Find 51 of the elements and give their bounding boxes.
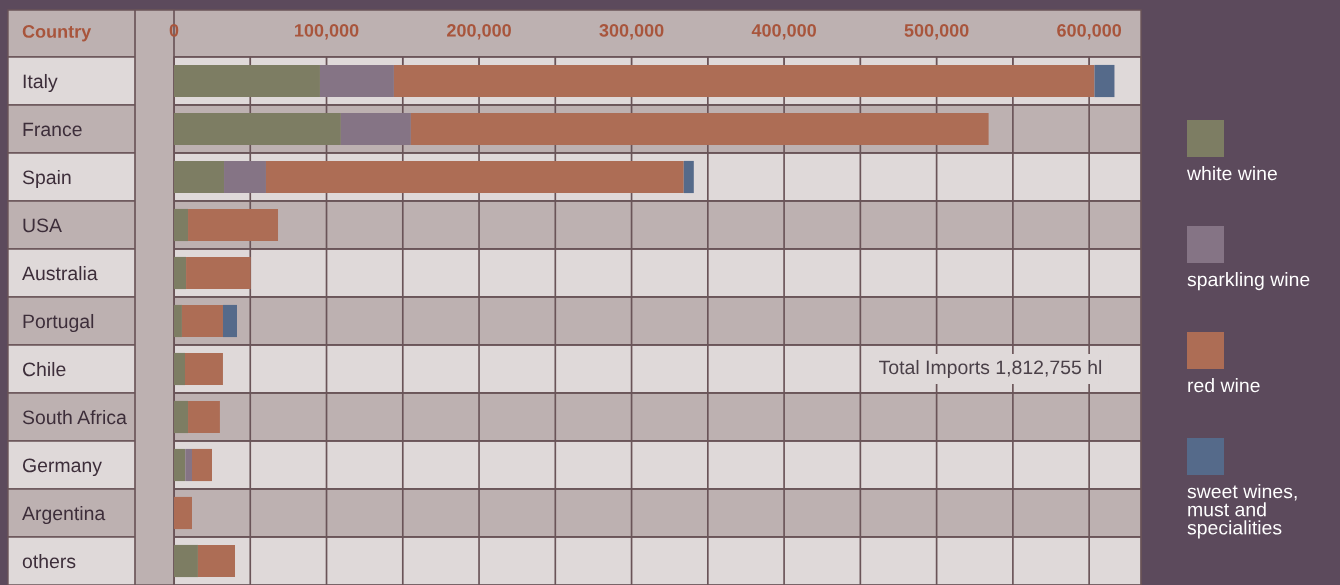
- y-tick-label: Portugal: [23, 313, 94, 333]
- bar: [174, 208, 189, 242]
- bar: [181, 304, 223, 338]
- bar: [174, 160, 225, 194]
- y-tick-label: South Africa: [22, 409, 127, 425]
- bar: [222, 304, 237, 338]
- bar: [174, 352, 185, 386]
- bar: [340, 112, 411, 146]
- bar: [319, 64, 394, 98]
- x-tick-label: 600,000: [1057, 23, 1122, 40]
- legend-label: red wine: [1188, 378, 1260, 393]
- annotation: Total Imports 1,812,755 hl: [879, 359, 1102, 379]
- x-tick-label: 400,000: [751, 23, 816, 40]
- y-tick-label: Spain: [22, 169, 71, 189]
- bar: [197, 544, 236, 578]
- bar: [188, 400, 220, 434]
- x-tick-label: 300,000: [599, 23, 664, 40]
- bar: [174, 64, 320, 98]
- bar: [186, 256, 251, 290]
- bar: [174, 400, 189, 434]
- y-tick-label: Argentina: [22, 505, 106, 525]
- x-tick-label: 100,000: [295, 23, 359, 40]
- bar: [174, 112, 341, 146]
- y-tick-label: Australia: [22, 265, 98, 281]
- bar: [410, 112, 989, 146]
- x-tick-label: 500,000: [904, 23, 969, 40]
- legend-label: sweet wines, must and specialities: [1187, 484, 1297, 539]
- bar: [174, 448, 186, 482]
- y-tick-label: Chile: [22, 361, 66, 377]
- y-tick-label: Italy: [23, 73, 58, 93]
- bar: [174, 256, 187, 290]
- y-axis-title: Country: [22, 25, 92, 42]
- bar: [184, 352, 223, 386]
- legend-label: sparkling wine: [1187, 272, 1310, 291]
- bar: [224, 160, 266, 194]
- bar: [265, 160, 684, 194]
- bar: [174, 304, 182, 338]
- y-tick-label: others: [22, 553, 76, 569]
- bar: [393, 64, 1095, 98]
- y-tick-label: USA: [23, 218, 62, 233]
- bar: [683, 160, 694, 194]
- y-tick-label: Germany: [22, 458, 102, 477]
- x-tick-label: 200,000: [447, 23, 511, 40]
- legend-label: white wine: [1186, 166, 1277, 181]
- bar: [1094, 64, 1115, 98]
- y-tick-label: France: [23, 122, 82, 137]
- bar: [174, 544, 198, 578]
- bar: [192, 448, 212, 482]
- bar: [174, 496, 192, 530]
- bar: [185, 448, 192, 482]
- bar: [188, 208, 279, 242]
